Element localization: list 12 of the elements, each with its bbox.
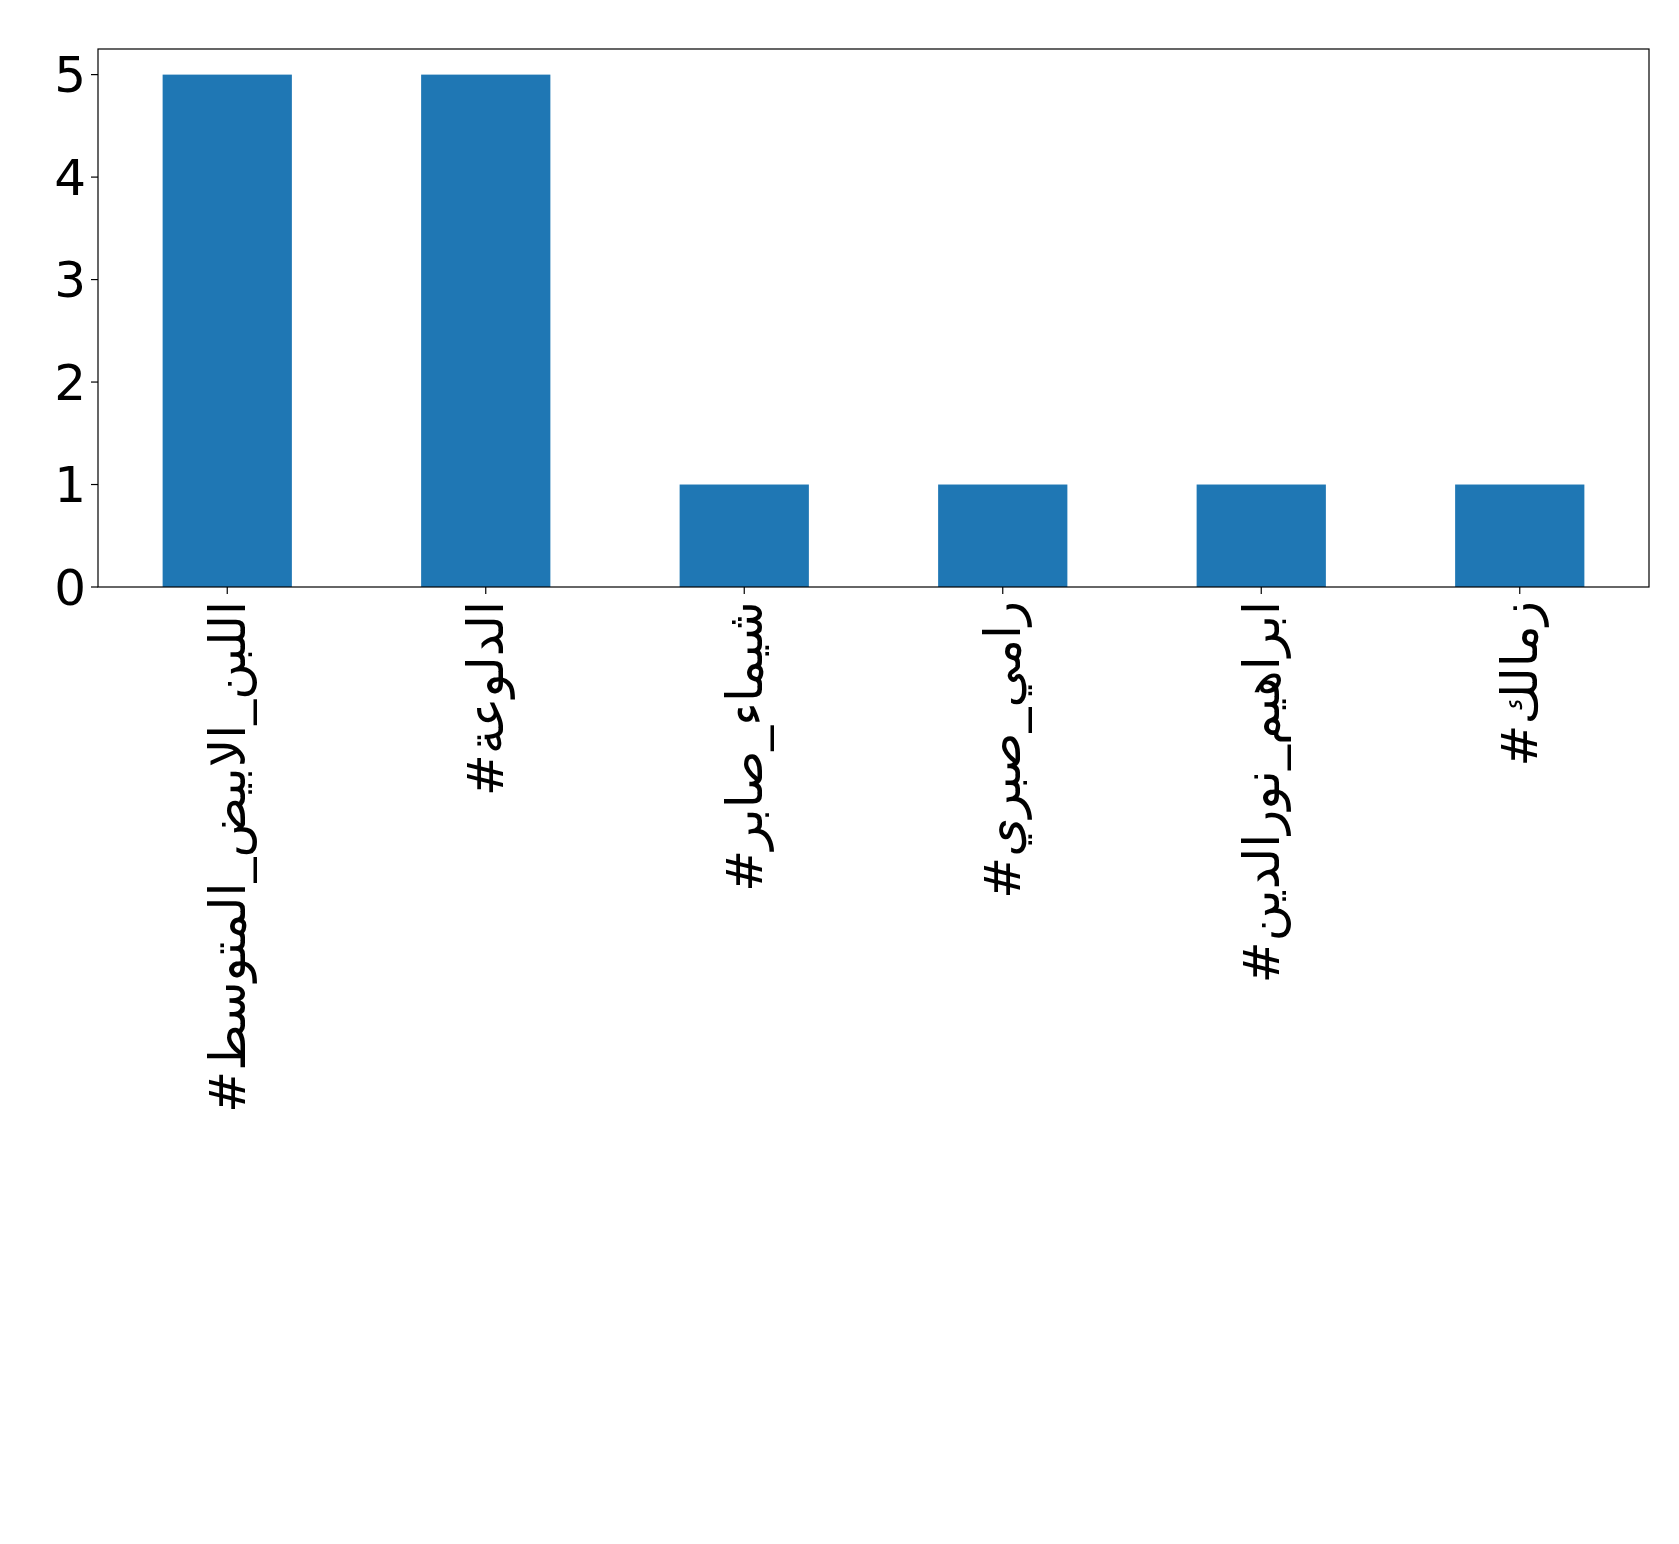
y-tick-label: 5 [54, 46, 86, 105]
y-tick-label: 4 [54, 148, 86, 207]
y-tick-label: 0 [54, 558, 86, 617]
y-tick-label: 3 [54, 251, 86, 310]
x-tick-label: #اللبن_الابيض_المتوسط [198, 601, 257, 1113]
y-tick-label: 1 [54, 456, 86, 515]
x-tick-label: #ابراهيم_نورالدين [1232, 601, 1291, 984]
x-tick-label: #زمالك [1491, 601, 1550, 767]
x-tick-label: #رامي_صبري [974, 601, 1033, 899]
y-tick-label: 2 [54, 353, 86, 412]
x-tick-label: #شيماء_صابر [715, 601, 774, 892]
x-tick-label: #الدلوعة [457, 601, 516, 796]
